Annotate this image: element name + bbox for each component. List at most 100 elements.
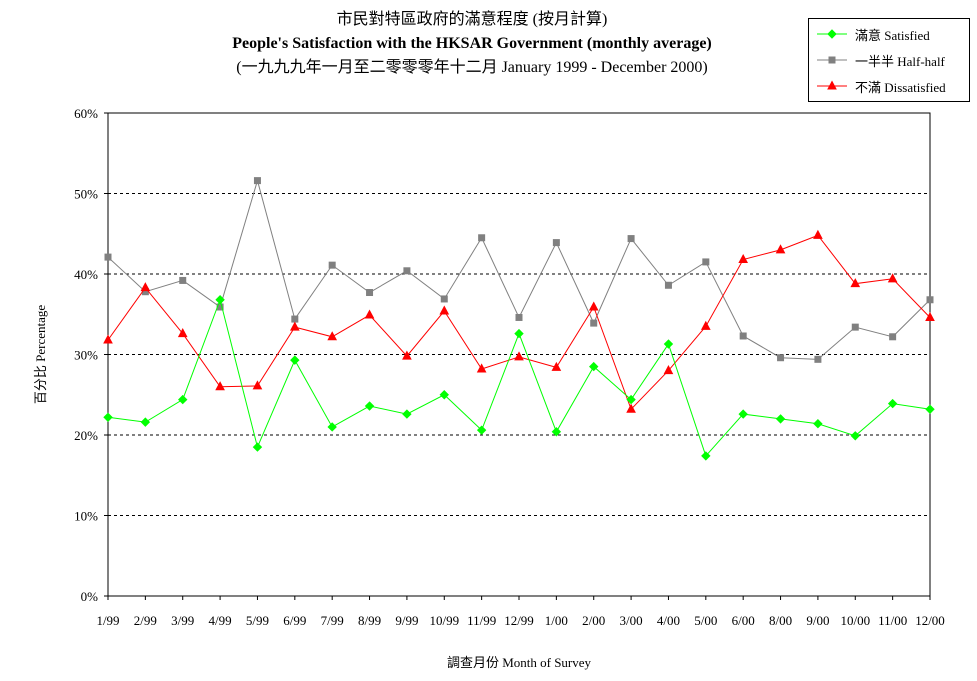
- legend-label-satisfied: 滿意 Satisfied: [855, 28, 930, 43]
- x-tick-label: 3/00: [620, 613, 643, 628]
- data-point-dissatisfied: [700, 320, 711, 330]
- chart-subtitle-period: (一九九九年一月至二零零零年十二月 January 1999 - Decembe…: [236, 59, 708, 76]
- data-point-dissatisfied: [813, 229, 823, 239]
- data-point-satisfied: [178, 394, 188, 405]
- y-tick-label: 40%: [74, 267, 98, 282]
- x-tick-label: 11/00: [878, 613, 907, 628]
- data-point-half-half: [664, 281, 672, 289]
- y-tick-label: 60%: [74, 106, 98, 121]
- data-point-half-half: [739, 332, 747, 340]
- data-point-dissatisfied: [738, 253, 749, 264]
- data-point-dissatisfied: [289, 321, 300, 331]
- data-point-half-half: [627, 235, 635, 243]
- x-tick-label: 4/99: [209, 613, 232, 628]
- data-point-satisfied: [887, 398, 898, 409]
- data-point-satisfied: [103, 412, 113, 422]
- x-tick-label: 10/00: [840, 613, 870, 628]
- data-point-satisfied: [850, 431, 860, 441]
- chart-title-block: 市民對特區政府的滿意程度 (按月計算) People's Satisfactio…: [0, 8, 944, 80]
- data-point-dissatisfied: [476, 363, 487, 373]
- data-point-satisfied: [738, 409, 748, 419]
- legend-item-half-half: 一半半 Half-half: [813, 50, 967, 70]
- data-point-satisfied: [775, 414, 786, 424]
- data-point-half-half: [552, 239, 560, 247]
- data-point-half-half: [515, 313, 523, 321]
- x-axis-ticks: 1/99 2/99 3/99 4/99 5/99 6/99 7/99 8/99 9/99 10/9…: [96, 596, 945, 628]
- x-tick-label: 12/99: [504, 613, 534, 628]
- data-point-dissatisfied: [140, 282, 151, 292]
- data-point-satisfied: [701, 451, 711, 461]
- data-point-dissatisfied: [364, 309, 375, 319]
- series-line-dissatisfied: [107, 234, 931, 411]
- data-point-dissatisfied: [663, 365, 674, 375]
- data-point-half-half: [926, 296, 934, 304]
- legend-label-half-half: 一半半 Half-half: [855, 54, 945, 69]
- x-tick-label: 3/99: [171, 613, 194, 628]
- data-point-half-half: [777, 354, 785, 362]
- data-point-dissatisfied: [215, 381, 225, 391]
- data-point-satisfied: [140, 417, 151, 427]
- legend-swatch-marker: [828, 56, 836, 64]
- data-point-satisfied: [252, 442, 263, 452]
- data-point-dissatisfied: [252, 380, 263, 390]
- data-point-satisfied: [290, 355, 300, 365]
- data-point-half-half: [814, 355, 822, 363]
- legend-label-dissatisfied: 不滿 Dissatisfied: [855, 80, 946, 95]
- chart-title-chinese: 市民對特區政府的滿意程度 (按月計算): [336, 11, 608, 28]
- x-tick-label: 8/00: [769, 613, 792, 628]
- data-point-satisfied: [215, 295, 225, 305]
- data-point-half-half: [253, 177, 261, 185]
- legend-swatch-satisfied: [817, 29, 847, 39]
- x-tick-label: 9/99: [395, 613, 418, 628]
- data-point-half-half: [702, 258, 710, 266]
- x-tick-label: 2/00: [582, 613, 605, 628]
- series-half-half: [104, 177, 934, 363]
- data-point-dissatisfied: [177, 328, 188, 338]
- legend-swatch-marker: [827, 29, 837, 39]
- data-point-half-half: [403, 267, 411, 275]
- legend: 滿意 Satisfied 一半半 Half-half 不滿 Dissatisfied: [808, 18, 970, 102]
- data-point-half-half: [291, 315, 299, 323]
- data-point-half-half: [889, 333, 897, 341]
- x-tick-label: 1/99: [96, 613, 119, 628]
- y-tick-label: 20%: [74, 428, 98, 443]
- data-point-half-half: [440, 295, 448, 303]
- y-tick-label: 30%: [74, 348, 98, 363]
- data-point-satisfied: [402, 409, 412, 419]
- data-point-dissatisfied: [402, 350, 412, 360]
- series-group: [103, 177, 935, 461]
- data-point-dissatisfied: [439, 305, 450, 315]
- data-point-dissatisfied: [775, 244, 786, 254]
- chart-title-english: People's Satisfaction with the HKSAR Gov…: [232, 35, 712, 52]
- data-point-dissatisfied: [850, 278, 861, 288]
- legend-item-satisfied: 滿意 Satisfied: [813, 24, 967, 44]
- data-point-satisfied: [925, 404, 935, 414]
- series-satisfied: [103, 295, 935, 461]
- data-point-half-half: [104, 253, 112, 261]
- legend-item-dissatisfied: 不滿 Dissatisfied: [813, 76, 967, 96]
- series-line-satisfied: [107, 298, 931, 457]
- data-point-half-half: [328, 261, 336, 269]
- y-tick-label: 0%: [81, 589, 99, 604]
- x-tick-label: 6/00: [732, 613, 755, 628]
- data-point-dissatisfied: [588, 301, 599, 311]
- x-tick-label: 12/00: [915, 613, 945, 628]
- data-point-satisfied: [551, 427, 562, 437]
- data-point-satisfied: [813, 419, 823, 429]
- data-point-half-half: [478, 234, 486, 242]
- data-point-half-half: [179, 276, 187, 284]
- data-point-half-half: [851, 323, 859, 331]
- x-tick-label: 6/99: [283, 613, 306, 628]
- data-point-satisfied: [663, 339, 674, 349]
- x-axis-label: 調查月份 Month of Survey: [447, 655, 592, 670]
- series-dissatisfied: [103, 229, 935, 413]
- x-tick-label: 4/00: [657, 613, 680, 628]
- x-tick-label: 7/99: [321, 613, 344, 628]
- x-tick-label: 9/00: [806, 613, 829, 628]
- y-tick-label: 50%: [74, 187, 98, 202]
- x-tick-label: 8/99: [358, 613, 381, 628]
- data-point-satisfied: [514, 328, 524, 339]
- data-point-half-half: [366, 289, 374, 297]
- legend-swatch-dissatisfied: [817, 80, 847, 90]
